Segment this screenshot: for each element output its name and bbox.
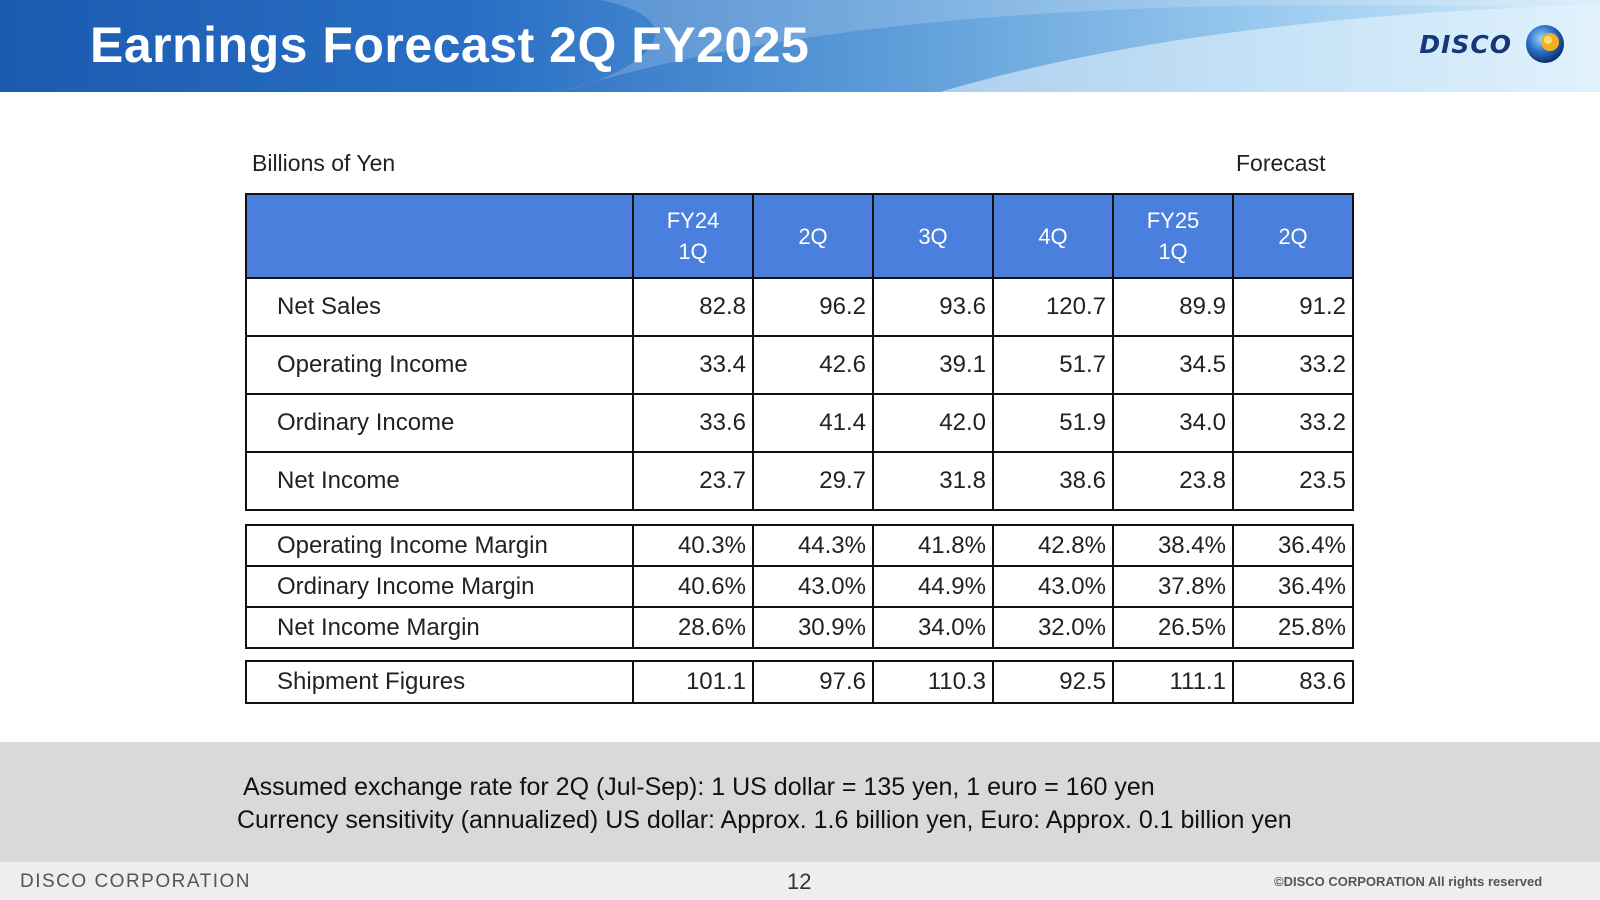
table-cell: 42.0: [872, 393, 994, 453]
table-cell: 51.9: [992, 393, 1114, 453]
table-cell: 33.2: [1232, 393, 1354, 453]
table-cell: 32.0%: [992, 606, 1114, 649]
row-label: Net Income: [245, 451, 634, 511]
table-cell: 92.5: [992, 660, 1114, 704]
table-cell: 40.6%: [632, 565, 754, 608]
slide-header: Earnings Forecast 2Q FY2025 DISCO: [0, 0, 1600, 92]
table-cell: 110.3: [872, 660, 994, 704]
table-row: Shipment Figures 101.1 97.6 110.3 92.5 1…: [245, 660, 1354, 704]
table-cell: 91.2: [1232, 277, 1354, 337]
table-cell: 89.9: [1112, 277, 1234, 337]
table-row: Ordinary Income 33.6 41.4 42.0 51.9 34.0…: [245, 393, 1354, 453]
table-cell: 41.8%: [872, 524, 994, 567]
company-logo: DISCO: [1419, 22, 1566, 66]
copyright-text: ©DISCO CORPORATION All rights reserved: [1274, 874, 1543, 889]
table-cell: 93.6: [872, 277, 994, 337]
table-cell: 25.8%: [1232, 606, 1354, 649]
column-header: 3Q: [872, 193, 994, 279]
table-cell: 96.2: [752, 277, 874, 337]
currency-sensitivity-note: Currency sensitivity (annualized) US dol…: [237, 806, 1292, 834]
column-header: 2Q: [752, 193, 874, 279]
table-cell: 37.8%: [1112, 565, 1234, 608]
logo-text: DISCO: [1419, 29, 1512, 59]
column-header: 2Q: [1232, 193, 1354, 279]
table-cell: 42.8%: [992, 524, 1114, 567]
table-cell: 34.0%: [872, 606, 994, 649]
table-cell: 101.1: [632, 660, 754, 704]
table-cell: 42.6: [752, 335, 874, 395]
table-cell: 36.4%: [1232, 524, 1354, 567]
earnings-table: FY24 1Q 2Q 3Q 4Q FY25 1Q 2Q Net Sales 82.8…: [245, 193, 1354, 511]
table-cell: 83.6: [1232, 660, 1354, 704]
row-label: Net Income Margin: [245, 606, 634, 649]
table-cell: 30.9%: [752, 606, 874, 649]
table-cell: 97.6: [752, 660, 874, 704]
shipment-table: Shipment Figures 101.1 97.6 110.3 92.5 1…: [245, 660, 1354, 704]
row-label: Operating Income: [245, 335, 634, 395]
table-cell: 38.4%: [1112, 524, 1234, 567]
table-cell: 44.9%: [872, 565, 994, 608]
table-row: Net Income Margin 28.6% 30.9% 34.0% 32.0…: [245, 606, 1354, 649]
row-label: Ordinary Income: [245, 393, 634, 453]
table-cell: 43.0%: [752, 565, 874, 608]
table-cell: 26.5%: [1112, 606, 1234, 649]
margin-table: Operating Income Margin 40.3% 44.3% 41.8…: [245, 524, 1354, 649]
table-cell: 51.7: [992, 335, 1114, 395]
table-row: Ordinary Income Margin 40.6% 43.0% 44.9%…: [245, 565, 1354, 608]
column-header: FY25 1Q: [1112, 193, 1234, 279]
column-header: FY24 1Q: [632, 193, 754, 279]
table-cell: 34.5: [1112, 335, 1234, 395]
table-cell: 41.4: [752, 393, 874, 453]
forecast-label: Forecast: [1236, 150, 1326, 176]
table-cell: 23.5: [1232, 451, 1354, 511]
row-label: Ordinary Income Margin: [245, 565, 634, 608]
units-label: Billions of Yen: [252, 150, 396, 176]
row-label: Net Sales: [245, 277, 634, 337]
table-cell: 82.8: [632, 277, 754, 337]
footer-company-name: DISCO CORPORATION: [20, 871, 251, 892]
table-cell: 23.8: [1112, 451, 1234, 511]
table-cell: 33.4: [632, 335, 754, 395]
table-cell: 40.3%: [632, 524, 754, 567]
header-empty-cell: [245, 193, 634, 279]
exchange-rate-note: Assumed exchange rate for 2Q (Jul-Sep): …: [243, 773, 1155, 801]
table-cell: 33.2: [1232, 335, 1354, 395]
table-cell: 33.6: [632, 393, 754, 453]
table-cell: 43.0%: [992, 565, 1114, 608]
table-row: Operating Income Margin 40.3% 44.3% 41.8…: [245, 524, 1354, 567]
table-cell: 36.4%: [1232, 565, 1354, 608]
table-cell: 44.3%: [752, 524, 874, 567]
table-row: Operating Income 33.4 42.6 39.1 51.7 34.…: [245, 335, 1354, 395]
slide-footer: [0, 862, 1600, 900]
table-cell: 29.7: [752, 451, 874, 511]
table-cell: 39.1: [872, 335, 994, 395]
table-row: Net Sales 82.8 96.2 93.6 120.7 89.9 91.2: [245, 277, 1354, 337]
table-cell: 120.7: [992, 277, 1114, 337]
page-title: Earnings Forecast 2Q FY2025: [90, 17, 810, 73]
header-wave-decoration: [560, 0, 1600, 92]
table-cell: 23.7: [632, 451, 754, 511]
table-cell: 34.0: [1112, 393, 1234, 453]
table-cell: 111.1: [1112, 660, 1234, 704]
notes-band: [0, 742, 1600, 862]
table-cell: 31.8: [872, 451, 994, 511]
table-cell: 28.6%: [632, 606, 754, 649]
row-label: Operating Income Margin: [245, 524, 634, 567]
table-cell: 38.6: [992, 451, 1114, 511]
row-label: Shipment Figures: [245, 660, 634, 704]
table-header-row: FY24 1Q 2Q 3Q 4Q FY25 1Q 2Q: [245, 193, 1354, 279]
disco-globe-logo-icon: [1526, 25, 1564, 63]
table-row: Net Income 23.7 29.7 31.8 38.6 23.8 23.5: [245, 451, 1354, 511]
column-header: 4Q: [992, 193, 1114, 279]
page-number: 12: [787, 869, 812, 894]
